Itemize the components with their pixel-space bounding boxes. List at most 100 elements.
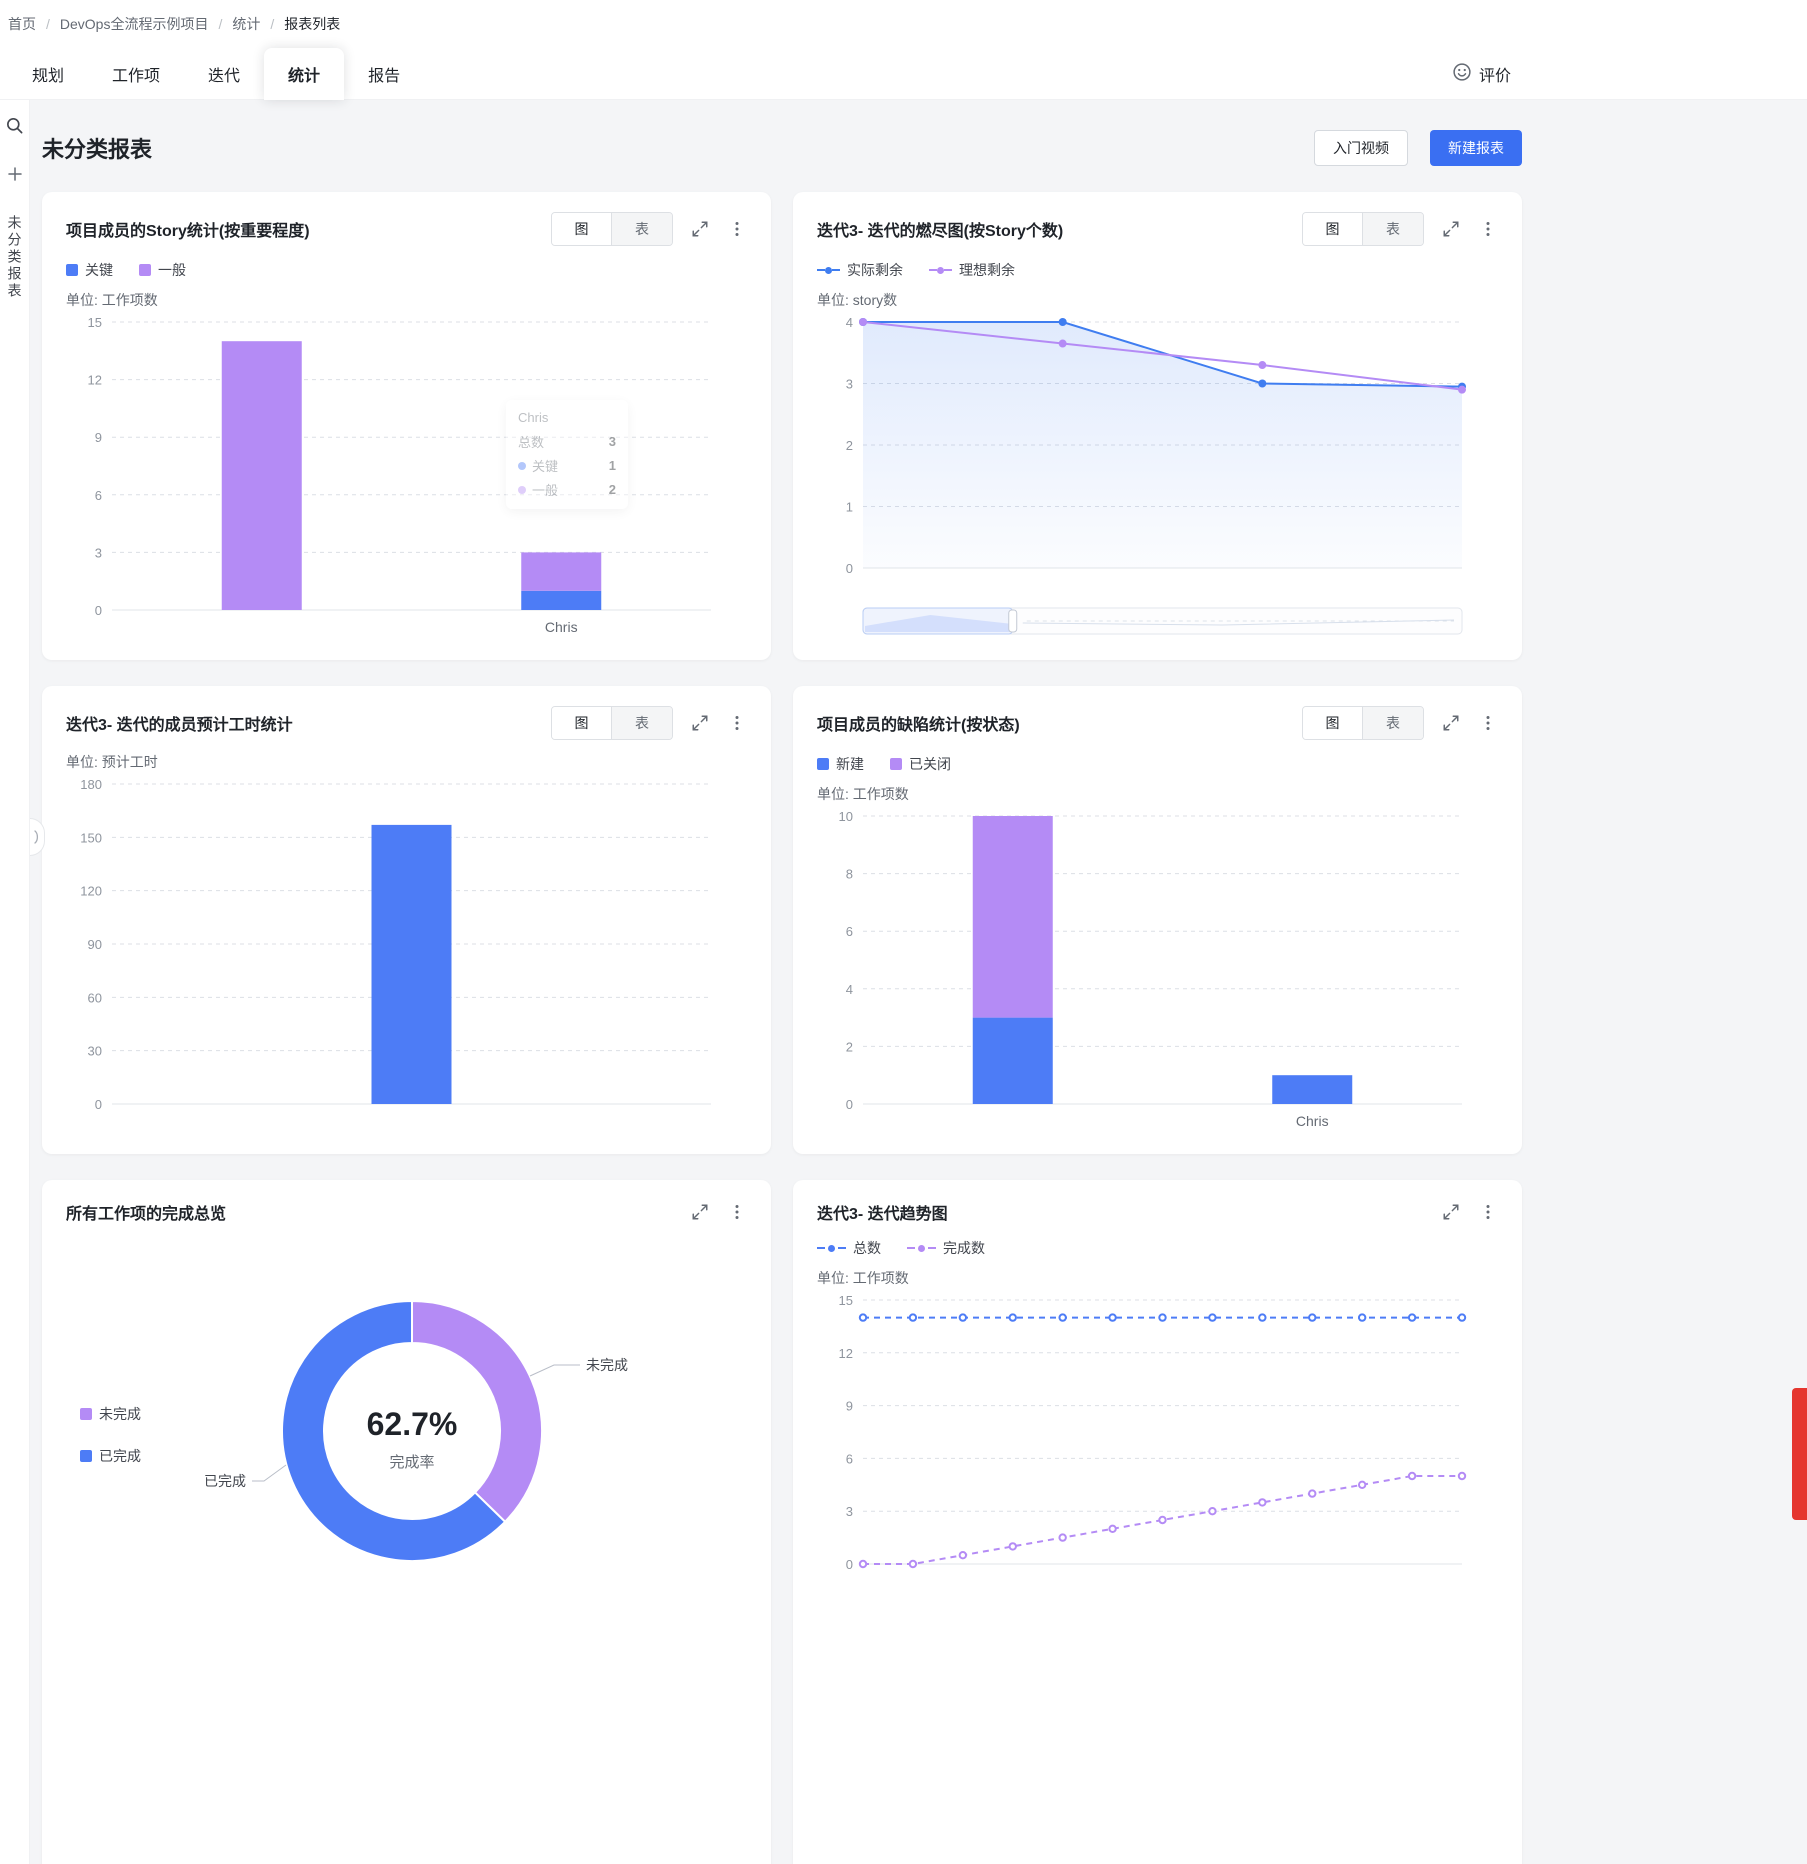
svg-text:9: 9 xyxy=(846,1399,853,1414)
tab-report[interactable]: 报告 xyxy=(368,68,401,85)
legend-item[interactable]: 完成数 xyxy=(907,1238,985,1258)
unit-label: 单位: 预计工时 xyxy=(66,754,158,770)
reports-main: 未分类报表 入门视频 新建报表 项目成员的Story统计(按重要程度) 图 表 xyxy=(30,100,1807,1864)
svg-text:60: 60 xyxy=(88,990,102,1005)
legend-item[interactable]: 新建 xyxy=(817,754,864,774)
page-title: 未分类报表 xyxy=(42,137,153,162)
card-title: 所有工作项的完成总览 xyxy=(66,1206,227,1223)
search-icon[interactable] xyxy=(5,116,24,140)
report-group-sidebar: 未分类报表 xyxy=(0,100,30,1864)
expand-icon[interactable] xyxy=(1440,712,1462,734)
more-icon[interactable] xyxy=(1478,218,1498,240)
svg-text:120: 120 xyxy=(80,884,102,899)
card-story-stats: 项目成员的Story统计(按重要程度) 图 表 关键 一般 单位: 工作项数 Ch… xyxy=(42,192,771,660)
svg-text:0: 0 xyxy=(846,561,853,576)
expand-icon[interactable] xyxy=(689,218,711,240)
expand-icon[interactable] xyxy=(689,712,711,734)
tab-iteration[interactable]: 迭代 xyxy=(208,68,241,85)
card-completion-overview: 所有工作项的完成总览 未完成 已完成 62.7% 完成率 未完成 已完成 xyxy=(42,1180,771,1864)
svg-text:4: 4 xyxy=(846,315,853,330)
tab-planning[interactable]: 规划 xyxy=(32,68,65,85)
svg-text:2: 2 xyxy=(846,438,853,453)
chart-view-button[interactable]: 图 xyxy=(552,213,612,245)
chart-view-button[interactable]: 图 xyxy=(552,707,612,739)
more-icon[interactable] xyxy=(727,1201,747,1223)
story-bar-chart: Chris 总数 3 关键 1 一般 2 0 3 6 9 12 15 Chris xyxy=(66,312,747,640)
trend-line-chart: 0 3 6 9 12 15 xyxy=(817,1290,1498,1590)
legend-item[interactable]: 理想剩余 xyxy=(929,260,1015,280)
legend-item[interactable]: 已关闭 xyxy=(890,754,951,774)
legend-item[interactable]: 关键 xyxy=(66,260,113,280)
breadcrumb-report-list: 报表列表 xyxy=(284,16,341,32)
svg-text:30: 30 xyxy=(88,1044,102,1059)
card-title: 项目成员的Story统计(按重要程度) xyxy=(66,223,310,240)
legend-item[interactable]: 未完成 xyxy=(80,1404,141,1424)
svg-text:0: 0 xyxy=(846,1097,853,1112)
svg-text:6: 6 xyxy=(95,488,102,503)
breadcrumb-home[interactable]: 首页 xyxy=(8,16,36,32)
card-title: 迭代3- 迭代趋势图 xyxy=(817,1206,948,1223)
svg-text:4: 4 xyxy=(846,982,853,997)
svg-text:0: 0 xyxy=(95,1097,102,1112)
legend-item[interactable]: 一般 xyxy=(139,260,186,280)
floating-feedback-tab[interactable] xyxy=(1792,1388,1807,1520)
tab-workitems[interactable]: 工作项 xyxy=(112,68,161,85)
view-toggle: 图 表 xyxy=(1302,212,1424,246)
unit-label: 单位: 工作项数 xyxy=(817,786,909,802)
expand-icon[interactable] xyxy=(1440,218,1462,240)
unit-label: 单位: 工作项数 xyxy=(66,292,158,308)
tab-statistics[interactable]: 统计 xyxy=(264,48,345,100)
tooltip-dot-purple xyxy=(518,485,526,494)
unit-label: 单位: story数 xyxy=(817,292,898,308)
unit-label: 单位: 工作项数 xyxy=(817,1270,909,1286)
intro-video-button[interactable]: 入门视频 xyxy=(1314,130,1408,166)
table-view-button[interactable]: 表 xyxy=(1363,707,1423,739)
svg-text:62.7%: 62.7% xyxy=(367,1406,458,1442)
tooltip-dot-blue xyxy=(518,461,526,470)
expand-icon[interactable] xyxy=(689,1201,711,1223)
svg-text:150: 150 xyxy=(80,830,102,845)
svg-text:10: 10 xyxy=(839,809,853,824)
chart-view-button[interactable]: 图 xyxy=(1303,707,1363,739)
svg-text:3: 3 xyxy=(846,1504,853,1519)
legend-item[interactable]: 实际剩余 xyxy=(817,260,903,280)
feedback-button[interactable]: 评价 xyxy=(1452,48,1511,100)
expand-icon[interactable] xyxy=(1440,1201,1462,1223)
svg-text:15: 15 xyxy=(839,1293,853,1308)
card-title: 项目成员的缺陷统计(按状态) xyxy=(817,717,1020,734)
more-icon[interactable] xyxy=(1478,1201,1498,1223)
svg-text:12: 12 xyxy=(88,373,102,388)
svg-text:9: 9 xyxy=(95,430,102,445)
add-report-group-icon[interactable] xyxy=(7,166,23,187)
breadcrumb-separator: / xyxy=(270,16,275,32)
breadcrumb-project[interactable]: DevOps全流程示例项目 xyxy=(59,16,209,32)
breadcrumb: 首页 / DevOps全流程示例项目 / 统计 / 报表列表 xyxy=(0,0,1807,48)
defect-bar-chart: 0 2 4 6 8 10 Chris xyxy=(817,806,1498,1134)
completion-donut-chart: 未完成 已完成 62.7% 完成率 未完成 已完成 xyxy=(66,1236,747,1860)
svg-text:90: 90 xyxy=(88,937,102,952)
chart-legend: 新建 已关闭 xyxy=(817,754,1498,774)
view-toggle: 图 表 xyxy=(1302,706,1424,740)
table-view-button[interactable]: 表 xyxy=(1363,213,1423,245)
sidebar-group-uncategorized[interactable]: 未分类报表 xyxy=(6,215,23,300)
card-title: 迭代3- 迭代的成员预计工时统计 xyxy=(66,717,293,734)
svg-text:未完成: 未完成 xyxy=(586,1357,628,1373)
svg-text:3: 3 xyxy=(95,545,102,560)
more-icon[interactable] xyxy=(727,218,747,240)
more-icon[interactable] xyxy=(727,712,747,734)
more-icon[interactable] xyxy=(1478,712,1498,734)
table-view-button[interactable]: 表 xyxy=(612,707,672,739)
card-burndown: 迭代3- 迭代的燃尽图(按Story个数) 图 表 实际剩余 理想剩余 单位: s… xyxy=(793,192,1522,660)
burndown-line-chart: 0 1 2 3 4 xyxy=(817,312,1498,640)
svg-text:Chris: Chris xyxy=(1296,1113,1329,1129)
table-view-button[interactable]: 表 xyxy=(612,213,672,245)
svg-text:完成率: 完成率 xyxy=(389,1454,434,1471)
legend-item[interactable]: 总数 xyxy=(817,1238,881,1258)
svg-text:15: 15 xyxy=(88,315,102,330)
svg-text:2: 2 xyxy=(846,1039,853,1054)
create-report-button[interactable]: 新建报表 xyxy=(1430,130,1522,166)
breadcrumb-stats[interactable]: 统计 xyxy=(232,16,261,32)
chart-view-button[interactable]: 图 xyxy=(1303,213,1363,245)
chart-legend: 未完成 已完成 xyxy=(80,1404,141,1466)
legend-item[interactable]: 已完成 xyxy=(80,1446,141,1466)
